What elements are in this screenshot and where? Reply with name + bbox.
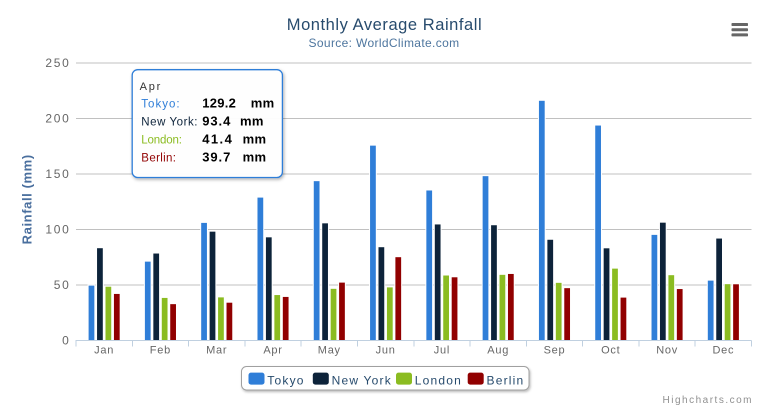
svg-text:93.4: 93.4 [202, 113, 231, 128]
svg-text:New York:: New York: [141, 116, 198, 128]
svg-text:mm: mm [240, 113, 264, 128]
svg-text:Oct: Oct [601, 345, 620, 357]
svg-text:100: 100 [45, 223, 70, 237]
svg-text:Monthly Average Rainfall: Monthly Average Rainfall [287, 16, 482, 34]
svg-text:London: London [415, 374, 462, 388]
svg-text:Aug: Aug [487, 345, 509, 357]
svg-text:250: 250 [45, 56, 70, 70]
svg-text:Sep: Sep [544, 345, 566, 357]
svg-text:Highcharts.com: Highcharts.com [663, 395, 753, 406]
svg-text:Mar: Mar [206, 345, 227, 357]
svg-text:Jun: Jun [376, 345, 396, 357]
svg-text:Apr: Apr [263, 345, 282, 357]
svg-text:Rainfall (mm): Rainfall (mm) [20, 154, 35, 244]
svg-text:Tokyo:: Tokyo: [141, 98, 180, 110]
svg-text:150: 150 [45, 167, 70, 181]
svg-text:41.4: 41.4 [202, 131, 233, 146]
svg-text:200: 200 [45, 112, 70, 126]
svg-text:mm: mm [243, 131, 267, 146]
svg-text:Berlin:: Berlin: [141, 153, 176, 165]
svg-text:Source: WorldClimate.com: Source: WorldClimate.com [309, 36, 460, 50]
svg-text:mm: mm [251, 95, 275, 110]
svg-text:mm: mm [243, 150, 267, 165]
svg-text:London:: London: [141, 134, 182, 146]
svg-text:Jan: Jan [94, 345, 114, 357]
svg-text:Nov: Nov [656, 345, 678, 357]
svg-text:Jul: Jul [434, 345, 450, 357]
svg-text:0: 0 [62, 334, 70, 348]
svg-text:Apr: Apr [140, 81, 163, 93]
svg-text:Dec: Dec [712, 345, 734, 357]
svg-text:39.7: 39.7 [202, 150, 231, 165]
svg-text:May: May [318, 345, 341, 357]
svg-text:New York: New York [332, 374, 392, 388]
svg-text:Feb: Feb [150, 345, 171, 357]
svg-text:Berlin: Berlin [487, 374, 525, 388]
svg-text:129.2: 129.2 [202, 95, 236, 110]
svg-text:50: 50 [54, 278, 71, 292]
svg-text:Tokyo: Tokyo [267, 374, 304, 388]
